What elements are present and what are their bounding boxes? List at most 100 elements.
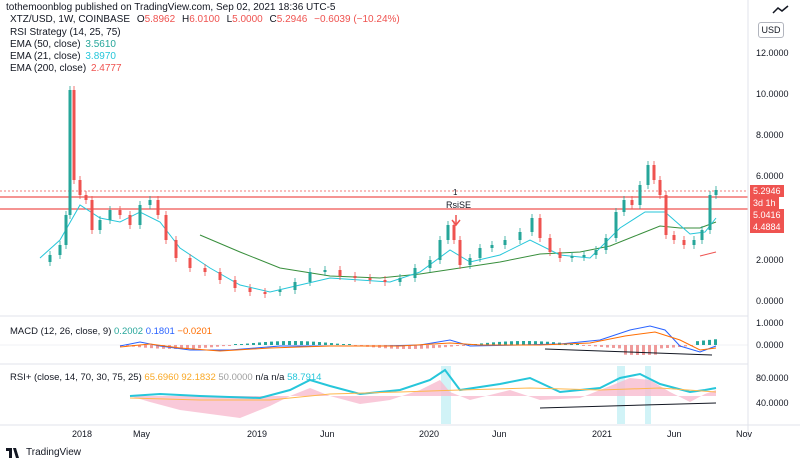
candle-body	[338, 270, 342, 276]
candle-body	[672, 235, 676, 240]
macd-bar	[192, 345, 195, 349]
macd-bar	[198, 345, 201, 349]
change-value: −0.6039 (−10.24%)	[314, 14, 400, 25]
macd-bar	[708, 339, 711, 345]
time-axis-label: 2021	[592, 429, 613, 439]
macd-bar	[264, 341, 267, 345]
macd-bar	[648, 345, 651, 355]
macd-bar	[600, 345, 603, 347]
countdown-tag: 3d 1h	[750, 197, 779, 209]
currency-button[interactable]: USD	[758, 22, 784, 38]
time-axis-label: 2020	[419, 429, 440, 439]
macd-bar	[456, 345, 459, 346]
candle-body	[708, 195, 712, 230]
candle-body	[233, 280, 237, 288]
macd-bar	[540, 341, 543, 345]
macd-bar	[624, 345, 627, 355]
macd-bar	[348, 344, 351, 345]
price-axis-label: 8.0000	[756, 130, 784, 140]
macd-bar	[636, 345, 639, 355]
macd-bar	[180, 345, 183, 349]
macd-bar	[408, 345, 411, 349]
macd-bar	[186, 345, 189, 349]
macd-bar	[306, 341, 309, 345]
candle-body	[68, 90, 72, 215]
macd-bar	[420, 345, 423, 349]
candle-body	[548, 238, 552, 252]
price-axis-label: 6.0000	[756, 171, 784, 181]
macd-bar	[522, 341, 525, 345]
rsi-value-4: n/a	[255, 372, 269, 383]
macd-bar	[534, 341, 537, 345]
macd-axis-label: 0.0000	[756, 340, 784, 350]
macd-bar	[294, 341, 297, 345]
high-value: 6.0100	[189, 14, 220, 25]
rsi-value-2: 92.1832	[181, 372, 216, 383]
macd-bar	[504, 341, 507, 345]
low-value: 5.0000	[232, 14, 263, 25]
candle-body	[570, 256, 574, 258]
time-axis-label: 2019	[247, 429, 268, 439]
candle-body	[98, 220, 102, 230]
macd-legend[interactable]: MACD (12, 26, close, 9) 0.2002 0.1801 −0…	[10, 326, 213, 337]
candle-body	[48, 255, 52, 262]
candle-body	[682, 240, 686, 245]
logo-icon	[772, 2, 790, 14]
candle-body	[594, 250, 598, 255]
candle-body	[452, 225, 456, 240]
macd-bar	[684, 345, 687, 347]
price-axis-label: 10.0000	[756, 89, 789, 99]
macd-bar	[276, 341, 279, 345]
macd-bar	[204, 345, 207, 348]
candle-body	[90, 200, 94, 230]
macd-bar	[516, 341, 519, 345]
price-axis-label: 12.0000	[756, 48, 789, 58]
macd-bar	[666, 345, 669, 349]
candle-body	[78, 180, 82, 195]
time-axis-label: Nov	[736, 429, 753, 439]
macd-hist-value: 0.2002	[114, 326, 144, 337]
time-axis-label: Jun	[320, 429, 335, 439]
macd-bar	[546, 341, 549, 345]
candle-body	[203, 268, 207, 272]
rsi-value-6: 58.7914	[287, 372, 322, 383]
rsi-plus-legend[interactable]: RSI+ (close, 14, 70, 30, 75, 25) 65.6960…	[10, 372, 322, 383]
price-axis-label: 0.0000	[756, 296, 784, 306]
macd-line-value: 0.1801	[145, 326, 175, 337]
macd-bar	[318, 342, 321, 345]
rsi-ma-line	[129, 387, 717, 401]
macd-bar	[300, 341, 303, 345]
candle-body	[582, 255, 586, 257]
rsi-strategy-legend[interactable]: RSI Strategy (14, 25, 75)	[10, 27, 121, 38]
ema21-legend[interactable]: EMA (21, close) 3.8970	[10, 51, 116, 62]
level-tag-upper: 5.0416	[750, 209, 784, 221]
macd-bar	[216, 345, 219, 347]
time-axis-label: 2018	[72, 429, 93, 439]
macd-bar	[552, 342, 555, 345]
candle-body	[218, 272, 222, 280]
candle-body	[658, 180, 662, 195]
publisher-line: tothemoonblog published on TradingView.c…	[6, 2, 336, 13]
macd-bar	[528, 341, 531, 345]
macd-bar	[444, 345, 447, 348]
candle-body	[692, 240, 696, 245]
macd-bar	[138, 345, 141, 348]
macd-bar	[144, 345, 147, 348]
macd-bar	[324, 342, 327, 345]
macd-bar	[342, 344, 345, 345]
macd-bar	[696, 341, 699, 345]
macd-bar	[252, 342, 255, 345]
macd-bar	[270, 341, 273, 345]
candle-body	[128, 215, 132, 225]
rsi-axis-label: 80.0000	[756, 373, 789, 383]
macd-bar	[492, 342, 495, 345]
candle-body	[468, 258, 472, 265]
ema200-legend[interactable]: EMA (200, close) 2.4777	[10, 63, 122, 74]
macd-bar	[486, 342, 489, 345]
macd-bar	[606, 345, 609, 348]
ema50-legend[interactable]: EMA (50, close) 3.5610	[10, 39, 116, 50]
time-axis-label: Jun	[492, 429, 507, 439]
candle-body	[164, 215, 168, 240]
candle-body	[72, 90, 76, 180]
